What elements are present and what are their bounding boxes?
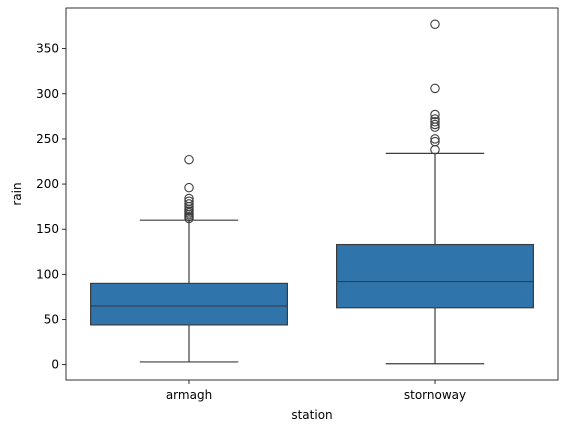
y-tick-label: 250	[36, 132, 59, 146]
y-tick-label: 150	[36, 222, 59, 236]
x-axis-label: station	[291, 408, 332, 422]
y-tick-label: 50	[44, 313, 59, 327]
y-tick-label: 0	[51, 358, 59, 372]
y-tick-label: 300	[36, 87, 59, 101]
x-tick-label: armagh	[166, 388, 212, 402]
outlier-point	[185, 155, 193, 163]
outlier-point	[431, 20, 439, 28]
x-axis: armagh stornoway	[166, 380, 466, 402]
outlier-point	[431, 146, 439, 154]
y-tick-label: 350	[36, 42, 59, 56]
iqr-box	[91, 283, 288, 325]
x-tick-label: stornoway	[404, 388, 466, 402]
y-axis-label: rain	[10, 182, 24, 205]
outlier-point	[431, 84, 439, 92]
box-group-armagh	[91, 155, 288, 361]
y-tick-label: 100	[36, 267, 59, 281]
iqr-box	[337, 245, 534, 308]
y-tick-label: 200	[36, 177, 59, 191]
plot-area	[91, 20, 534, 364]
box-group-stornoway	[337, 20, 534, 364]
outlier-point	[185, 183, 193, 191]
y-axis: 0 50 100 150 200 250 300 350	[36, 42, 66, 372]
